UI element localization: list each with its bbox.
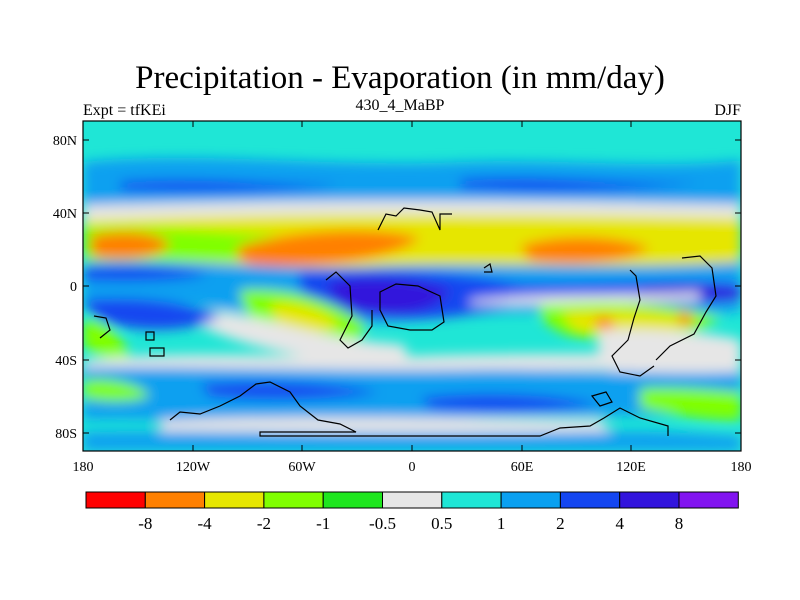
colorbar-swatch	[263, 491, 324, 509]
coastline-australia	[655, 255, 717, 361]
x-tick-label-0: 0	[409, 460, 416, 475]
field-blob-orange-2	[236, 230, 420, 267]
y-tick-label-0: 0	[70, 280, 77, 295]
colorbar-swatch	[382, 491, 443, 509]
colorbar-label: 2	[556, 514, 565, 533]
field-blob-orange-south-2	[678, 312, 693, 326]
field-blob-north-blue-west	[83, 266, 210, 282]
colorbar-label: 4	[615, 514, 624, 533]
coastline-north	[377, 207, 452, 231]
x-tick-marks	[82, 121, 742, 451]
colorbar-swatch	[204, 491, 265, 509]
colorbar-label: 8	[675, 514, 684, 533]
field-band-south-gray-west	[200, 310, 408, 362]
field-blob-south-green-west	[83, 319, 130, 359]
colorbar-swatch	[144, 491, 206, 509]
field-band-southern-blue	[83, 367, 741, 424]
colorbar-label: -0.5	[369, 514, 396, 533]
coastline-west-south	[93, 315, 111, 339]
colorbar-swatch	[85, 491, 146, 509]
field-band-south-blue-west	[83, 298, 220, 330]
y-tick-label-80n: 80N	[53, 134, 77, 149]
colorbar-swatch	[559, 491, 621, 509]
x-tick-label-60e: 60E	[511, 460, 534, 475]
field-band-antarctic-blue	[83, 431, 741, 451]
colorbar-label: -1	[316, 514, 330, 533]
colorbar-swatch	[678, 491, 739, 509]
coastline-asia-island	[483, 263, 493, 273]
field-band-south-yellow-core	[270, 303, 340, 332]
field-band-north-darkblue	[120, 180, 340, 192]
coastline-india-se	[611, 269, 655, 377]
y-tick-label-80s: 80S	[55, 427, 77, 442]
y-tick-label-40s: 40S	[55, 354, 77, 369]
colorbar-label: -8	[138, 514, 152, 533]
y-tick-marks	[83, 139, 741, 434]
coastline-antarctica-east	[590, 391, 613, 407]
period-label: 430_4_MaBP	[355, 97, 445, 114]
x-tick-label-180w: 180	[73, 460, 94, 475]
field-blob-orange-1	[90, 231, 170, 259]
colorbar-label: 0.5	[431, 514, 452, 533]
x-tick-label-120e: 120E	[616, 460, 646, 475]
field-band-north-blue	[83, 157, 741, 211]
coastline-antarctica	[169, 381, 669, 437]
season-label: DJF	[714, 102, 741, 119]
continent-outlines	[93, 207, 717, 437]
field-band-north-darkblue-2	[460, 178, 700, 192]
field-layer	[83, 121, 741, 451]
colorbar-label: 1	[497, 514, 506, 533]
coastline-pacific-islands	[145, 331, 165, 357]
field-blob-south-east-yellow	[560, 310, 700, 335]
x-tick-label-120w: 120W	[176, 460, 211, 475]
map-title: Precipitation - Evaporation (in mm/day)	[135, 60, 665, 96]
experiment-label: Expt = tfKEi	[83, 102, 166, 119]
coastline-south-america	[325, 271, 373, 349]
x-tick-label-180e: 180	[731, 460, 752, 475]
colorbar-label: -2	[257, 514, 271, 533]
coastline-africa	[379, 283, 445, 331]
field-blob-orange-3	[520, 237, 650, 263]
y-tick-label-40n: 40N	[53, 207, 77, 222]
colorbar-swatch	[441, 491, 502, 509]
colorbar-label: -4	[198, 514, 213, 533]
field-band-southern-darkblue-2	[420, 394, 600, 412]
colorbar-swatch	[500, 491, 561, 509]
field-band-southern-green	[83, 378, 150, 402]
colorbar	[85, 491, 739, 509]
colorbar-swatch	[322, 491, 384, 509]
field-blob-antarctic-green	[640, 387, 741, 421]
field-band-southern-darkblue	[200, 381, 380, 400]
field-band-equator-gray	[470, 292, 700, 305]
field-blob-orange-south	[594, 316, 614, 330]
colorbar-labels: -8 -4 -2 -1 -0.5 0.5 1 2 4 8	[138, 514, 683, 533]
colorbar-swatch	[619, 491, 680, 509]
x-tick-label-60w: 60W	[288, 460, 316, 475]
